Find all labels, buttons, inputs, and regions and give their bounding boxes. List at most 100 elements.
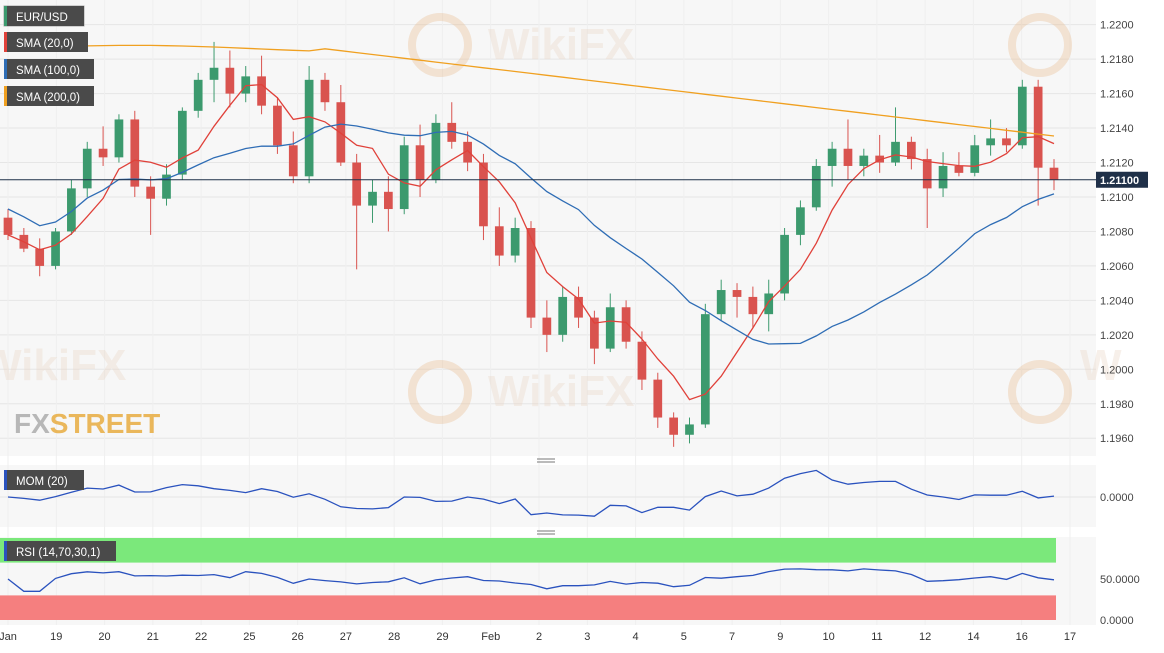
x-tick-label: 10: [823, 631, 835, 643]
x-tick-label: 27: [340, 631, 352, 643]
x-tick-label: 2: [536, 631, 542, 643]
y-tick-label: 1.2120: [1100, 158, 1134, 170]
legend-mom-label: MOM (20): [16, 476, 68, 488]
candle-body: [875, 155, 885, 163]
y-tick-label: 1.2060: [1100, 261, 1134, 273]
sma20-line: [7, 83, 1055, 401]
x-tick-label: 4: [632, 631, 638, 643]
candle-body: [1033, 86, 1043, 168]
candle-body: [558, 296, 568, 335]
candle-body: [970, 145, 980, 173]
y-tick-label: 1.2180: [1100, 54, 1134, 66]
candle-body: [431, 122, 441, 180]
wikifx-logo: WikiFX: [408, 360, 634, 424]
x-tick-label: 7: [729, 631, 735, 643]
candle-body: [51, 231, 60, 266]
y-tick-label: 1.2200: [1100, 20, 1134, 32]
candle-body: [415, 145, 425, 180]
watermark: WikiFX WikiFX WikiFX W: [0, 13, 1122, 424]
candle-body: [114, 119, 124, 158]
candle-body: [1017, 86, 1027, 146]
legend-eurusd[interactable]: EUR/USD: [3, 5, 85, 27]
rsi-tick-label: 50.0000: [1100, 574, 1140, 586]
indicators: RSI (14,70,30,1): [0, 469, 1056, 620]
candle-body: [67, 188, 76, 232]
candle-body: [368, 191, 377, 206]
candle-body: [716, 290, 726, 315]
candle-body: [938, 165, 948, 189]
x-tick-label: 19: [50, 631, 62, 643]
x-tick-label: 17: [1064, 631, 1076, 643]
candle-body: [98, 148, 108, 158]
y-tick-label: 1.2100: [1100, 192, 1134, 204]
x-tick-label: 14: [967, 631, 979, 643]
candle-body: [700, 314, 710, 425]
sma200-line: [7, 44, 1055, 137]
rsi-line: [7, 568, 1055, 592]
candle-body: [257, 76, 266, 106]
sma100-line: [7, 123, 1055, 345]
candle-body: [954, 165, 964, 173]
legend-rsi[interactable]: RSI (14,70,30,1): [4, 541, 116, 561]
x-tick-label: 20: [98, 631, 110, 643]
candle-body: [653, 379, 663, 418]
x-tick-label: 28: [388, 631, 400, 643]
candle-body: [605, 307, 615, 349]
candle-body: [843, 148, 853, 166]
candle-body: [82, 148, 92, 189]
legend-mom[interactable]: MOM (20): [4, 470, 84, 490]
rsi-tick-label: 0.0000: [1100, 615, 1134, 627]
candle-body: [526, 228, 536, 318]
x-tick-label: 21: [147, 631, 159, 643]
wikifx-logo: [1008, 13, 1072, 77]
legend-sma20-label: SMA (20,0): [16, 38, 74, 50]
x-tick-label: 22: [195, 631, 207, 643]
candle-body: [241, 76, 251, 94]
candle-body: [3, 217, 13, 235]
candle-body: [891, 141, 900, 163]
candle-body: [130, 119, 140, 187]
candle-body: [399, 145, 409, 210]
wikifx-watermark-text: WikiFX: [488, 20, 634, 69]
x-tick-label: 12: [919, 631, 931, 643]
pane-resize-handle[interactable]: [537, 530, 555, 535]
x-tick-label: 26: [292, 631, 304, 643]
candle-body: [177, 110, 187, 175]
candle-body: [479, 162, 488, 227]
candle-body: [288, 145, 298, 177]
candle-body: [352, 162, 362, 206]
candle-body: [336, 102, 346, 163]
pane-resize-handle[interactable]: [537, 458, 555, 463]
legend-sma200[interactable]: SMA (200,0): [4, 86, 94, 106]
x-tick-label: 3: [584, 631, 590, 643]
y-tick-label: 1.1960: [1100, 433, 1134, 445]
candle-body: [685, 424, 694, 435]
candle-body: [494, 226, 504, 256]
candle-body: [922, 159, 932, 189]
candle-body: [273, 105, 282, 146]
fxstreet-brand: FXSTREET: [14, 408, 160, 439]
x-tick-label: Feb: [481, 631, 500, 643]
candle-body: [162, 174, 171, 199]
candle-body: [510, 228, 520, 256]
x-tick-label: 16: [1016, 631, 1028, 643]
legend-eurusd-label: EUR/USD: [16, 12, 68, 24]
candle-body: [748, 296, 758, 315]
candle-body: [225, 67, 235, 94]
candle-body: [796, 207, 805, 235]
legend-sma200-label: SMA (200,0): [16, 92, 80, 104]
legend-sma20[interactable]: SMA (20,0): [4, 32, 88, 52]
candle-body: [827, 148, 837, 166]
rsi-oversold-zone: [0, 595, 1056, 620]
candle-body: [764, 293, 774, 315]
candle-body: [590, 317, 599, 349]
candle-body: [35, 248, 45, 266]
candle-body: [146, 186, 155, 199]
candle-body: [320, 79, 330, 103]
x-tick-label: 5: [681, 631, 687, 643]
candle-body: [621, 307, 631, 342]
legend-sma100[interactable]: SMA (100,0): [4, 59, 94, 79]
x-tick-label: Jan: [0, 631, 17, 643]
